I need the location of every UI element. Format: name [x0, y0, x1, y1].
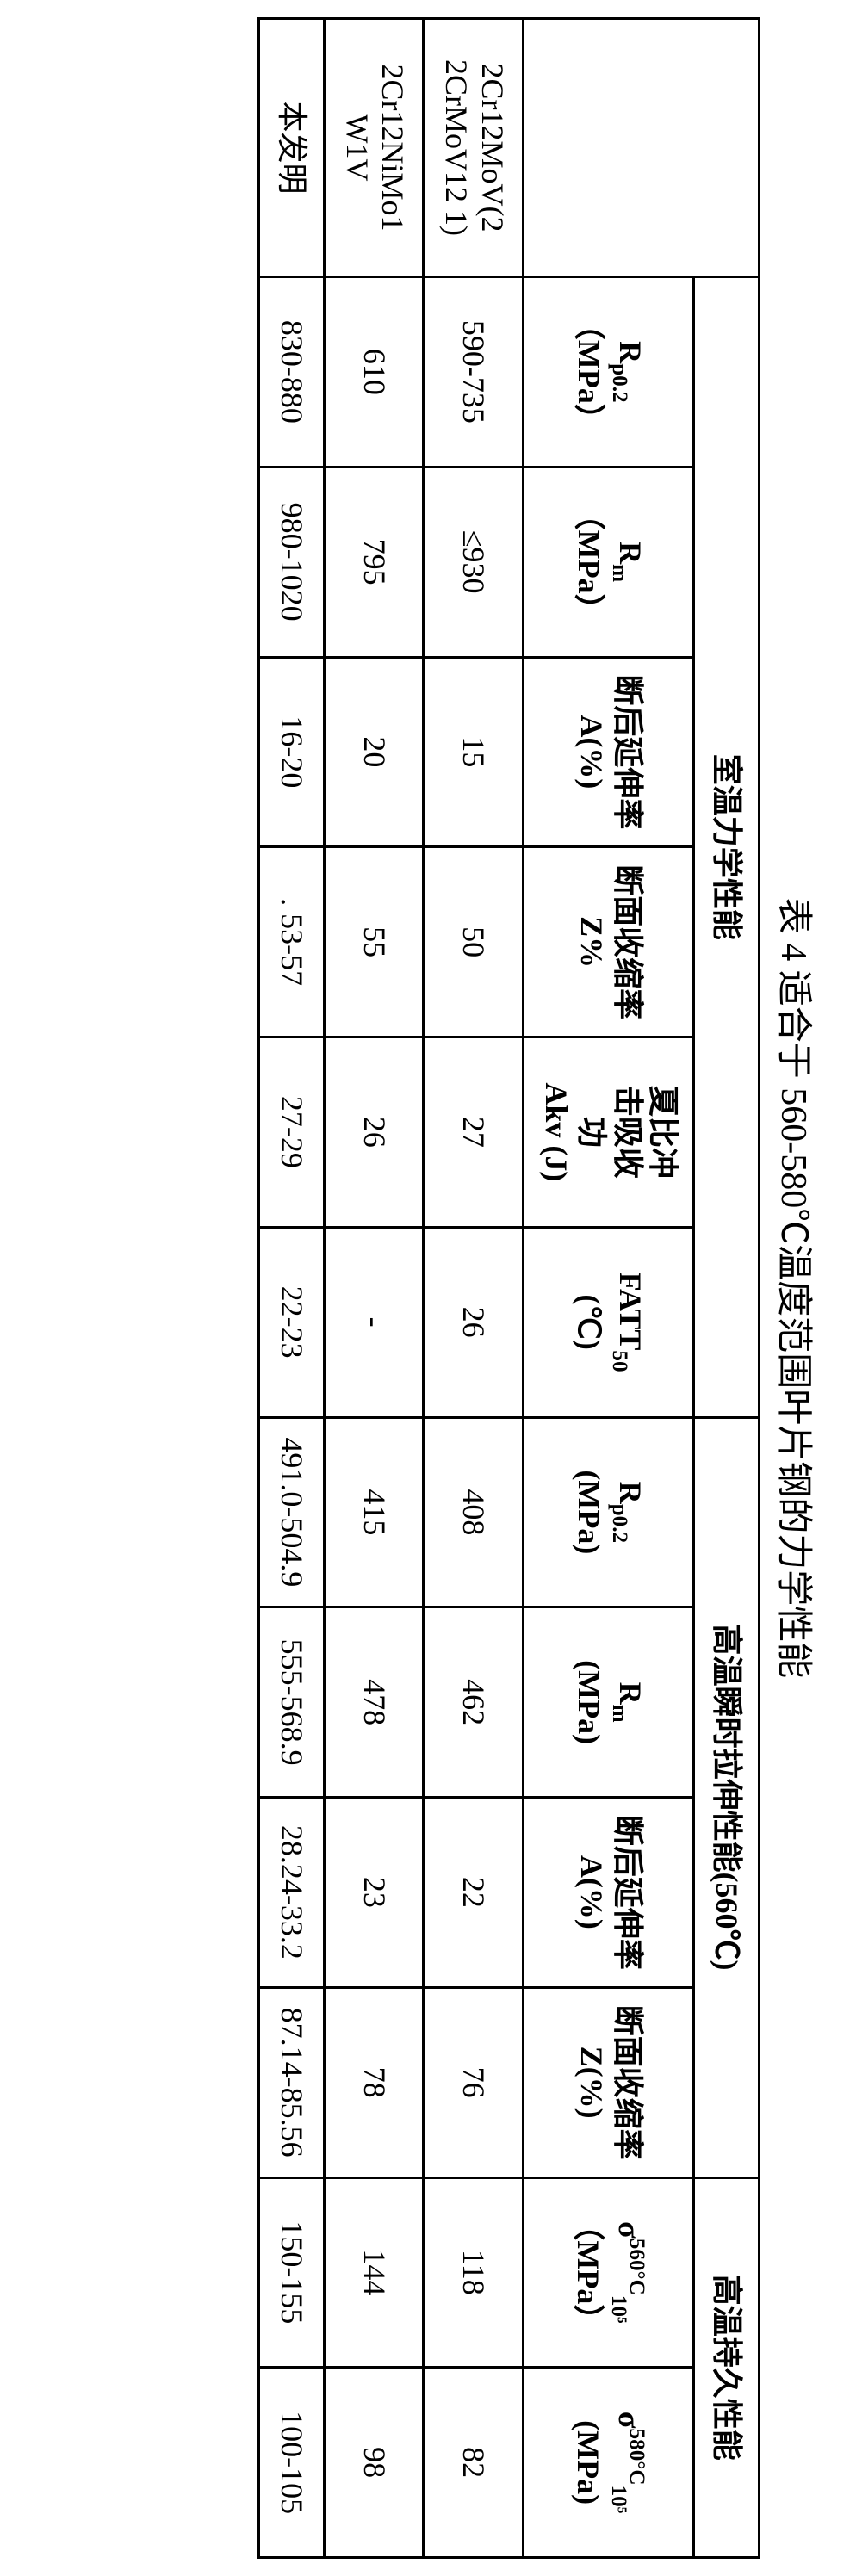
- cell: -: [325, 1227, 424, 1417]
- row-label: 2Cr12MoV(22CrMoV12 1): [424, 19, 523, 277]
- table-row: 2Cr12MoV(22CrMoV12 1) 590-735 ≤930 15 50…: [424, 19, 523, 2558]
- table-row: 2Cr12NiMo1W1V 610 795 20 55 26 - 415 478…: [325, 19, 424, 2558]
- cell: 100-105: [259, 2368, 325, 2558]
- col-reduction: 断面收缩率 Z%: [523, 847, 693, 1037]
- mechanical-properties-table: 室温力学性能 高温瞬时拉伸性能(560℃) 高温持久性能 Rp0.2 （MPa）…: [257, 17, 760, 2559]
- cell: 78: [325, 1987, 424, 2177]
- cell: 50: [424, 847, 523, 1037]
- col-fatt: FATT50 (℃): [523, 1227, 693, 1417]
- cell: . 53-57: [259, 847, 325, 1037]
- col-elongation: 断后延伸率 A(%): [523, 657, 693, 847]
- corner-blank: [523, 19, 759, 277]
- cell: 28.24-33.2: [259, 1798, 325, 1988]
- cell: 462: [424, 1607, 523, 1798]
- cell: 491.0-504.9: [259, 1417, 325, 1607]
- col-charpy: 夏比冲 击吸收 功 Akv (J): [523, 1037, 693, 1228]
- cell: 20: [325, 657, 424, 847]
- col-sigma-560: σ560°C10⁵ （MPa）: [523, 2177, 693, 2368]
- group-room-temp: 室温力学性能: [694, 277, 760, 1418]
- table-container: 表 4 适合于 560-580℃温度范围叶片钢的力学性能 室温力学性能 高温瞬时…: [257, 17, 839, 2559]
- cell: 555-568.9: [259, 1607, 325, 1798]
- col-sigma-580: σ580°C10⁵ (MPa): [523, 2368, 693, 2558]
- rotated-wrapper: 表 4 适合于 560-580℃温度范围叶片钢的力学性能 室温力学性能 高温瞬时…: [17, 17, 839, 2559]
- cell: 610: [325, 277, 424, 468]
- cell: 795: [325, 467, 424, 657]
- cell: 118: [424, 2177, 523, 2368]
- table-row: 本发明 830-880 980-1020 16-20 . 53-57 27-29…: [259, 19, 325, 2558]
- cell: 55: [325, 847, 424, 1037]
- col-hot-rp02: Rp0.2 (MPa): [523, 1417, 693, 1607]
- cell: 408: [424, 1417, 523, 1607]
- cell: 27: [424, 1037, 523, 1228]
- header-row-groups: 室温力学性能 高温瞬时拉伸性能(560℃) 高温持久性能: [694, 19, 760, 2558]
- cell: 87.14-85.56: [259, 1987, 325, 2177]
- row-label: 本发明: [259, 19, 325, 277]
- row-label: 2Cr12NiMo1W1V: [325, 19, 424, 277]
- col-hot-reduction: 断面收缩率 Z(%): [523, 1987, 693, 2177]
- cell: 830-880: [259, 277, 325, 468]
- col-rp02: Rp0.2 （MPa）: [523, 277, 693, 468]
- col-hot-rm: Rm (MPa): [523, 1607, 693, 1798]
- group-hot-tensile: 高温瞬时拉伸性能(560℃): [694, 1417, 760, 2177]
- cell: 15: [424, 657, 523, 847]
- table-caption: 表 4 适合于 560-580℃温度范围叶片钢的力学性能: [760, 17, 839, 2559]
- cell: 22-23: [259, 1227, 325, 1417]
- cell: 144: [325, 2177, 424, 2368]
- col-hot-elongation: 断后延伸率 A(%): [523, 1798, 693, 1988]
- cell: 415: [325, 1417, 424, 1607]
- cell: 26: [424, 1227, 523, 1417]
- table-body: 2Cr12MoV(22CrMoV12 1) 590-735 ≤930 15 50…: [259, 19, 524, 2558]
- cell: 23: [325, 1798, 424, 1988]
- cell: ≤930: [424, 467, 523, 657]
- col-rm: Rm （MPa）: [523, 467, 693, 657]
- cell: 22: [424, 1798, 523, 1988]
- cell: 98: [325, 2368, 424, 2558]
- group-endurance: 高温持久性能: [694, 2177, 760, 2558]
- cell: 16-20: [259, 657, 325, 847]
- cell: 76: [424, 1987, 523, 2177]
- cell: 150-155: [259, 2177, 325, 2368]
- header-row-columns: Rp0.2 （MPa） Rm （MPa） 断后延伸率 A(%) 断面收缩率 Z%…: [523, 19, 693, 2558]
- cell: 82: [424, 2368, 523, 2558]
- cell: 27-29: [259, 1037, 325, 1228]
- cell: 26: [325, 1037, 424, 1228]
- cell: 478: [325, 1607, 424, 1798]
- cell: 980-1020: [259, 467, 325, 657]
- cell: 590-735: [424, 277, 523, 468]
